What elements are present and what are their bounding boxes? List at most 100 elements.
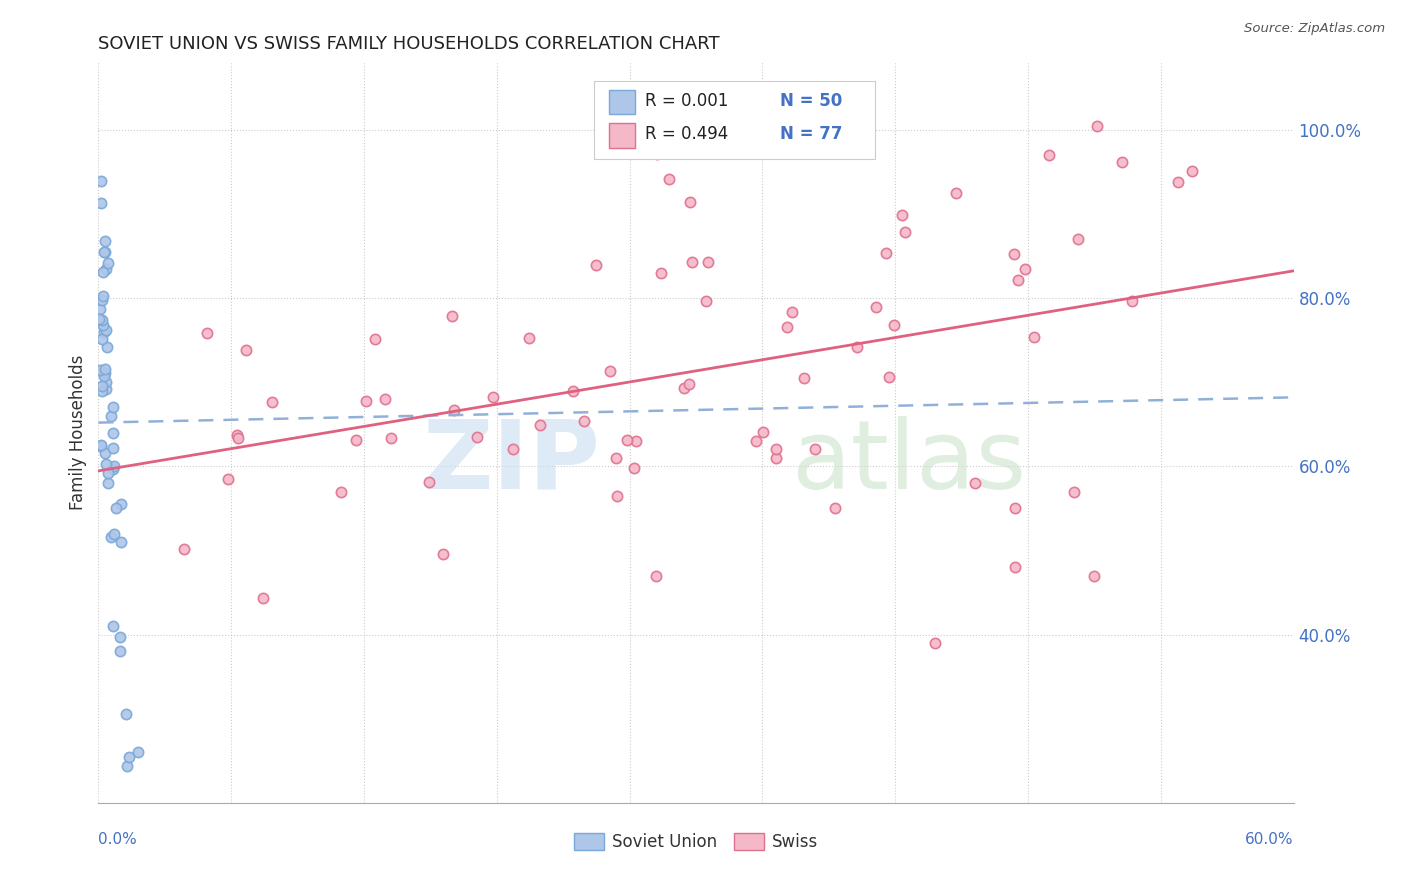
Point — [103, 425, 125, 440]
Point — [93, 366, 115, 380]
Point — [647, 146, 669, 161]
Point — [963, 476, 986, 491]
Point — [1167, 175, 1189, 189]
Point — [776, 319, 799, 334]
Point — [94, 375, 117, 389]
Point — [108, 643, 131, 657]
Point — [440, 310, 463, 324]
Point — [118, 750, 141, 764]
Point — [90, 438, 112, 452]
Point — [195, 326, 218, 341]
Point — [945, 186, 967, 201]
Point — [101, 462, 124, 476]
Point — [226, 432, 249, 446]
Point — [91, 318, 114, 333]
Point — [260, 394, 283, 409]
Point — [1038, 148, 1060, 162]
Point — [1063, 484, 1085, 499]
Point — [865, 301, 887, 315]
Point — [235, 343, 257, 358]
Point — [1004, 560, 1026, 574]
Point — [1085, 119, 1108, 133]
Point — [100, 530, 122, 544]
Point — [252, 591, 274, 605]
Point — [97, 476, 120, 491]
Point — [97, 467, 120, 481]
Point — [752, 425, 775, 440]
Point — [91, 265, 114, 279]
Point — [100, 409, 122, 424]
Point — [1022, 330, 1045, 344]
Point — [562, 384, 585, 398]
Point — [696, 255, 718, 269]
Point — [103, 458, 125, 473]
Point — [529, 418, 551, 433]
Text: N = 50: N = 50 — [779, 92, 842, 110]
Point — [1111, 155, 1133, 169]
Point — [679, 195, 702, 210]
Point — [824, 501, 846, 516]
Point — [745, 434, 768, 448]
Point — [94, 457, 117, 471]
Point — [91, 289, 114, 303]
Point — [91, 384, 114, 399]
Text: Source: ZipAtlas.com: Source: ZipAtlas.com — [1244, 22, 1385, 36]
Point — [465, 430, 488, 444]
Point — [87, 312, 110, 326]
Bar — [609, 90, 636, 114]
Point — [94, 262, 117, 277]
Point — [645, 568, 668, 582]
Point — [894, 225, 917, 239]
Point — [225, 428, 247, 442]
Point — [97, 256, 120, 270]
Point — [572, 414, 595, 428]
Point — [672, 381, 695, 395]
Bar — [609, 123, 636, 147]
Point — [688, 142, 710, 156]
Point — [89, 363, 111, 377]
Point — [374, 392, 396, 406]
Point — [90, 379, 112, 393]
Point — [93, 369, 115, 384]
Point — [432, 547, 454, 561]
Point — [93, 245, 115, 260]
Point — [101, 619, 124, 633]
Point — [616, 433, 638, 447]
Point — [1007, 273, 1029, 287]
Point — [780, 305, 803, 319]
Point — [846, 340, 869, 354]
Point — [1181, 164, 1204, 178]
Point — [890, 208, 912, 222]
FancyBboxPatch shape — [595, 81, 875, 159]
Point — [517, 331, 540, 345]
Point — [90, 196, 112, 211]
Point — [658, 172, 681, 186]
Point — [765, 442, 787, 457]
Text: ZIP: ZIP — [422, 416, 600, 508]
Text: N = 77: N = 77 — [779, 125, 842, 144]
Point — [1121, 293, 1143, 308]
Point — [606, 489, 628, 503]
Point — [354, 394, 377, 409]
Point — [94, 245, 117, 260]
Point — [877, 370, 900, 384]
Point — [115, 758, 138, 772]
Point — [681, 254, 703, 268]
Point — [418, 475, 440, 489]
Point — [217, 472, 239, 486]
Point — [94, 382, 117, 396]
Point — [1002, 247, 1025, 261]
Point — [695, 294, 717, 309]
Text: atlas: atlas — [792, 416, 1026, 508]
Text: 0.0%: 0.0% — [98, 832, 138, 847]
Point — [90, 313, 112, 327]
Point — [344, 433, 367, 447]
Y-axis label: Family Households: Family Households — [69, 355, 87, 510]
Point — [765, 450, 787, 465]
Point — [623, 460, 645, 475]
Point — [380, 431, 402, 445]
Point — [105, 500, 128, 515]
Point — [875, 245, 897, 260]
Point — [1083, 568, 1105, 582]
Text: R = 0.494: R = 0.494 — [644, 125, 728, 144]
